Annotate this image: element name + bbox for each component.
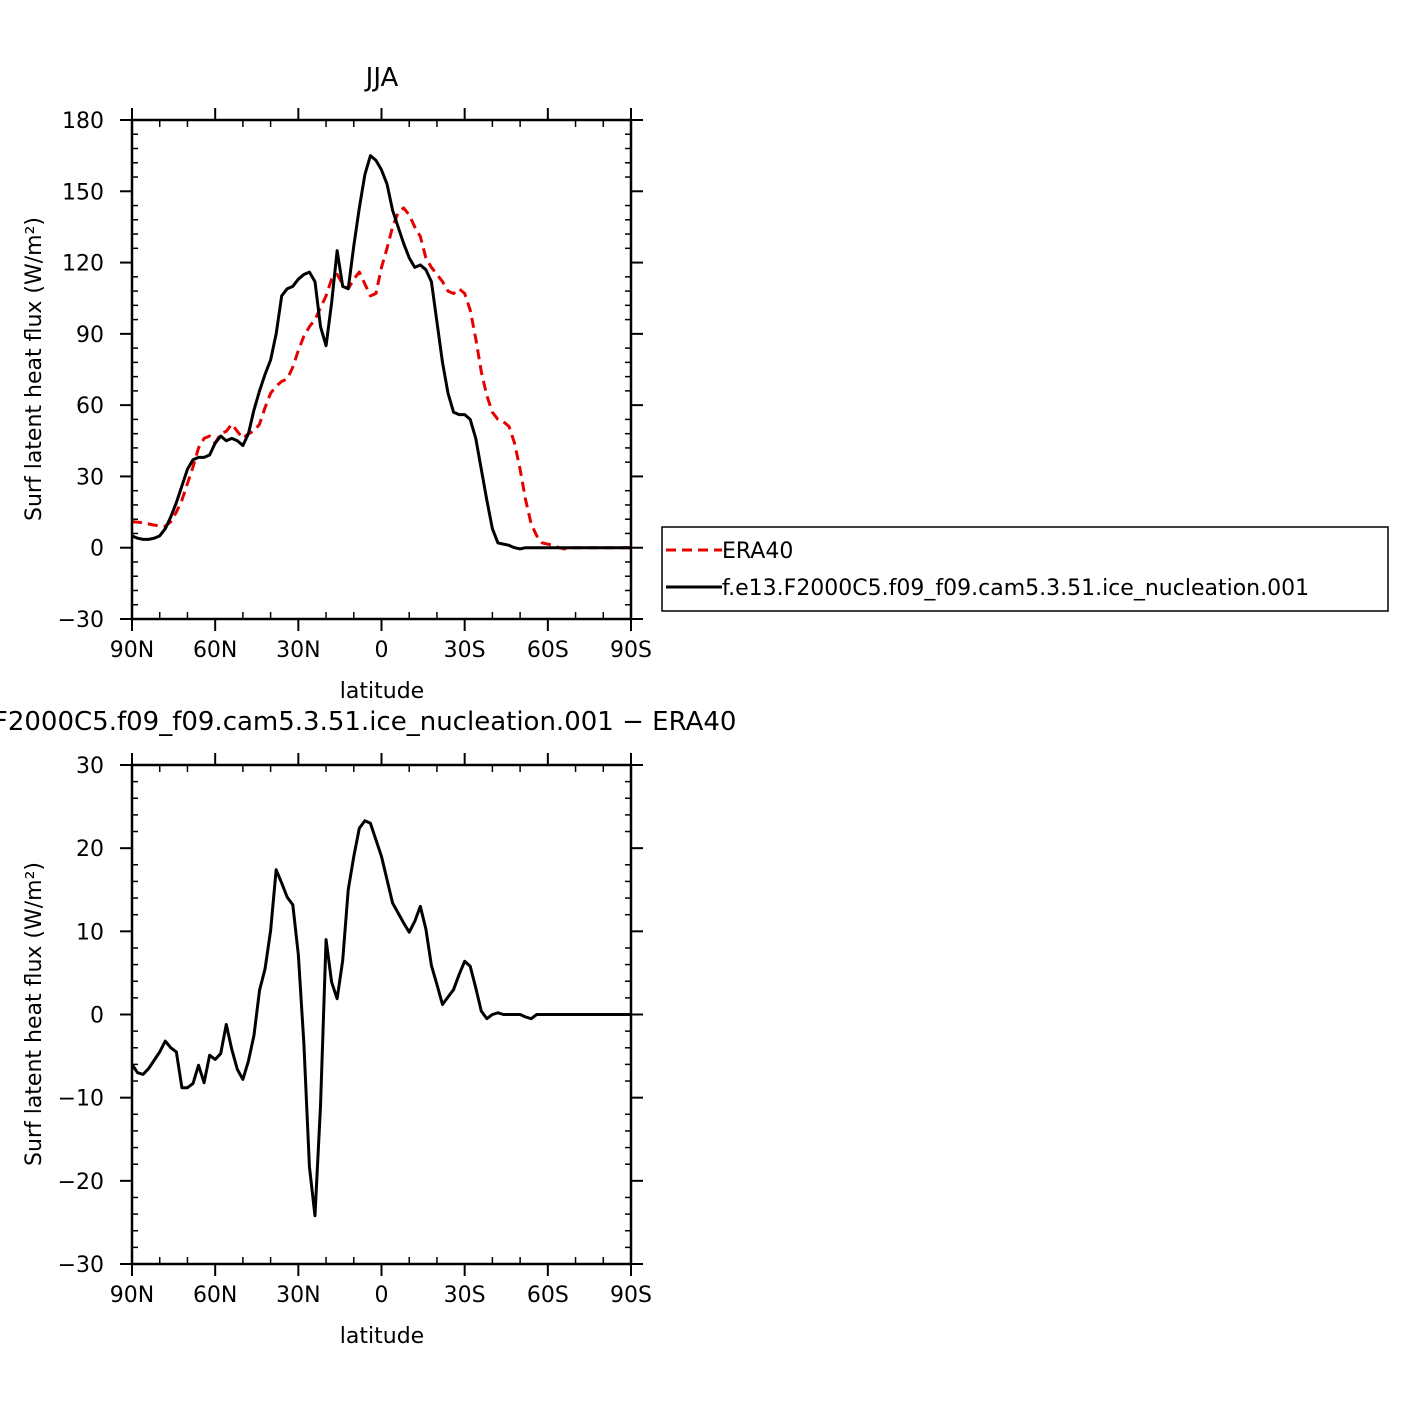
- bottom-panel-axes: 90N 60N 30N 0 30S 60S 90S −30 −20 −10 0 10 20 30: [58, 753, 652, 1308]
- x-tick-label: 30S: [444, 1283, 486, 1308]
- y-tick-label: 0: [90, 1004, 104, 1029]
- series-line-0: [131, 206, 631, 551]
- x-tick-label: 90N: [110, 638, 154, 663]
- x-tick-label: 60S: [527, 1283, 569, 1308]
- y-tick-label: −10: [58, 1087, 104, 1112]
- y-tick-label: 0: [90, 537, 104, 562]
- x-tick-label: 30S: [444, 638, 486, 663]
- bottom-panel-ylabel: Surf latent heat flux (W/m²): [22, 862, 47, 1166]
- top-panel-axes: 90N 60N 30N 0 30S 60S 90S −30 0 30 60 90 120 150 180: [58, 108, 652, 663]
- bottom-panel-title: f.e13.F2000C5.f09_f09.cam5.3.51.ice_nucl…: [0, 707, 736, 737]
- x-tick-label: 0: [375, 1283, 389, 1308]
- top-panel-title: JJA: [364, 63, 399, 93]
- y-tick-label: −20: [58, 1170, 104, 1195]
- bottom-panel-frame: [130, 763, 633, 1266]
- legend-era40-label: ERA40: [722, 539, 793, 564]
- top-panel-xlabel: latitude: [340, 679, 424, 704]
- y-tick-label: 180: [62, 109, 104, 134]
- top-panel: JJA Surf latent heat flux (W/m²) latitud…: [22, 63, 652, 704]
- top-panel-frame: [130, 118, 633, 621]
- x-tick-label: 90S: [610, 1283, 652, 1308]
- top-panel-series: [131, 154, 631, 551]
- bottom-panel: f.e13.F2000C5.f09_f09.cam5.3.51.ice_nucl…: [0, 707, 736, 1349]
- x-tick-label: 90S: [610, 638, 652, 663]
- y-tick-label: 60: [76, 394, 104, 419]
- y-tick-label: −30: [58, 608, 104, 633]
- y-tick-label: 10: [76, 920, 104, 945]
- x-tick-label: 30N: [276, 638, 320, 663]
- x-tick-label: 60N: [193, 638, 237, 663]
- y-tick-label: 150: [62, 180, 104, 205]
- series-line-0: [130, 819, 631, 1218]
- x-tick-label: 60N: [193, 1283, 237, 1308]
- legend-box: [661, 526, 1389, 612]
- y-tick-label: −30: [58, 1253, 104, 1278]
- legend: ERA40 f.e13.F2000C5.f09_f09.cam5.3.51.ic…: [661, 526, 1389, 612]
- x-tick-label: 0: [375, 638, 389, 663]
- legend-model-label: f.e13.F2000C5.f09_f09.cam5.3.51.ice_nucl…: [722, 576, 1309, 601]
- top-panel-ylabel: Surf latent heat flux (W/m²): [22, 217, 47, 521]
- bottom-panel-series: [130, 819, 631, 1218]
- x-tick-label: 30N: [276, 1283, 320, 1308]
- y-tick-label: 30: [76, 754, 104, 779]
- y-tick-label: 20: [76, 837, 104, 862]
- y-tick-label: 90: [76, 323, 104, 348]
- y-tick-label: 120: [62, 252, 104, 277]
- series-line-1: [131, 154, 631, 551]
- bottom-panel-xlabel: latitude: [340, 1324, 424, 1349]
- x-tick-label: 90N: [110, 1283, 154, 1308]
- x-tick-label: 60S: [527, 638, 569, 663]
- y-tick-label: 30: [76, 465, 104, 490]
